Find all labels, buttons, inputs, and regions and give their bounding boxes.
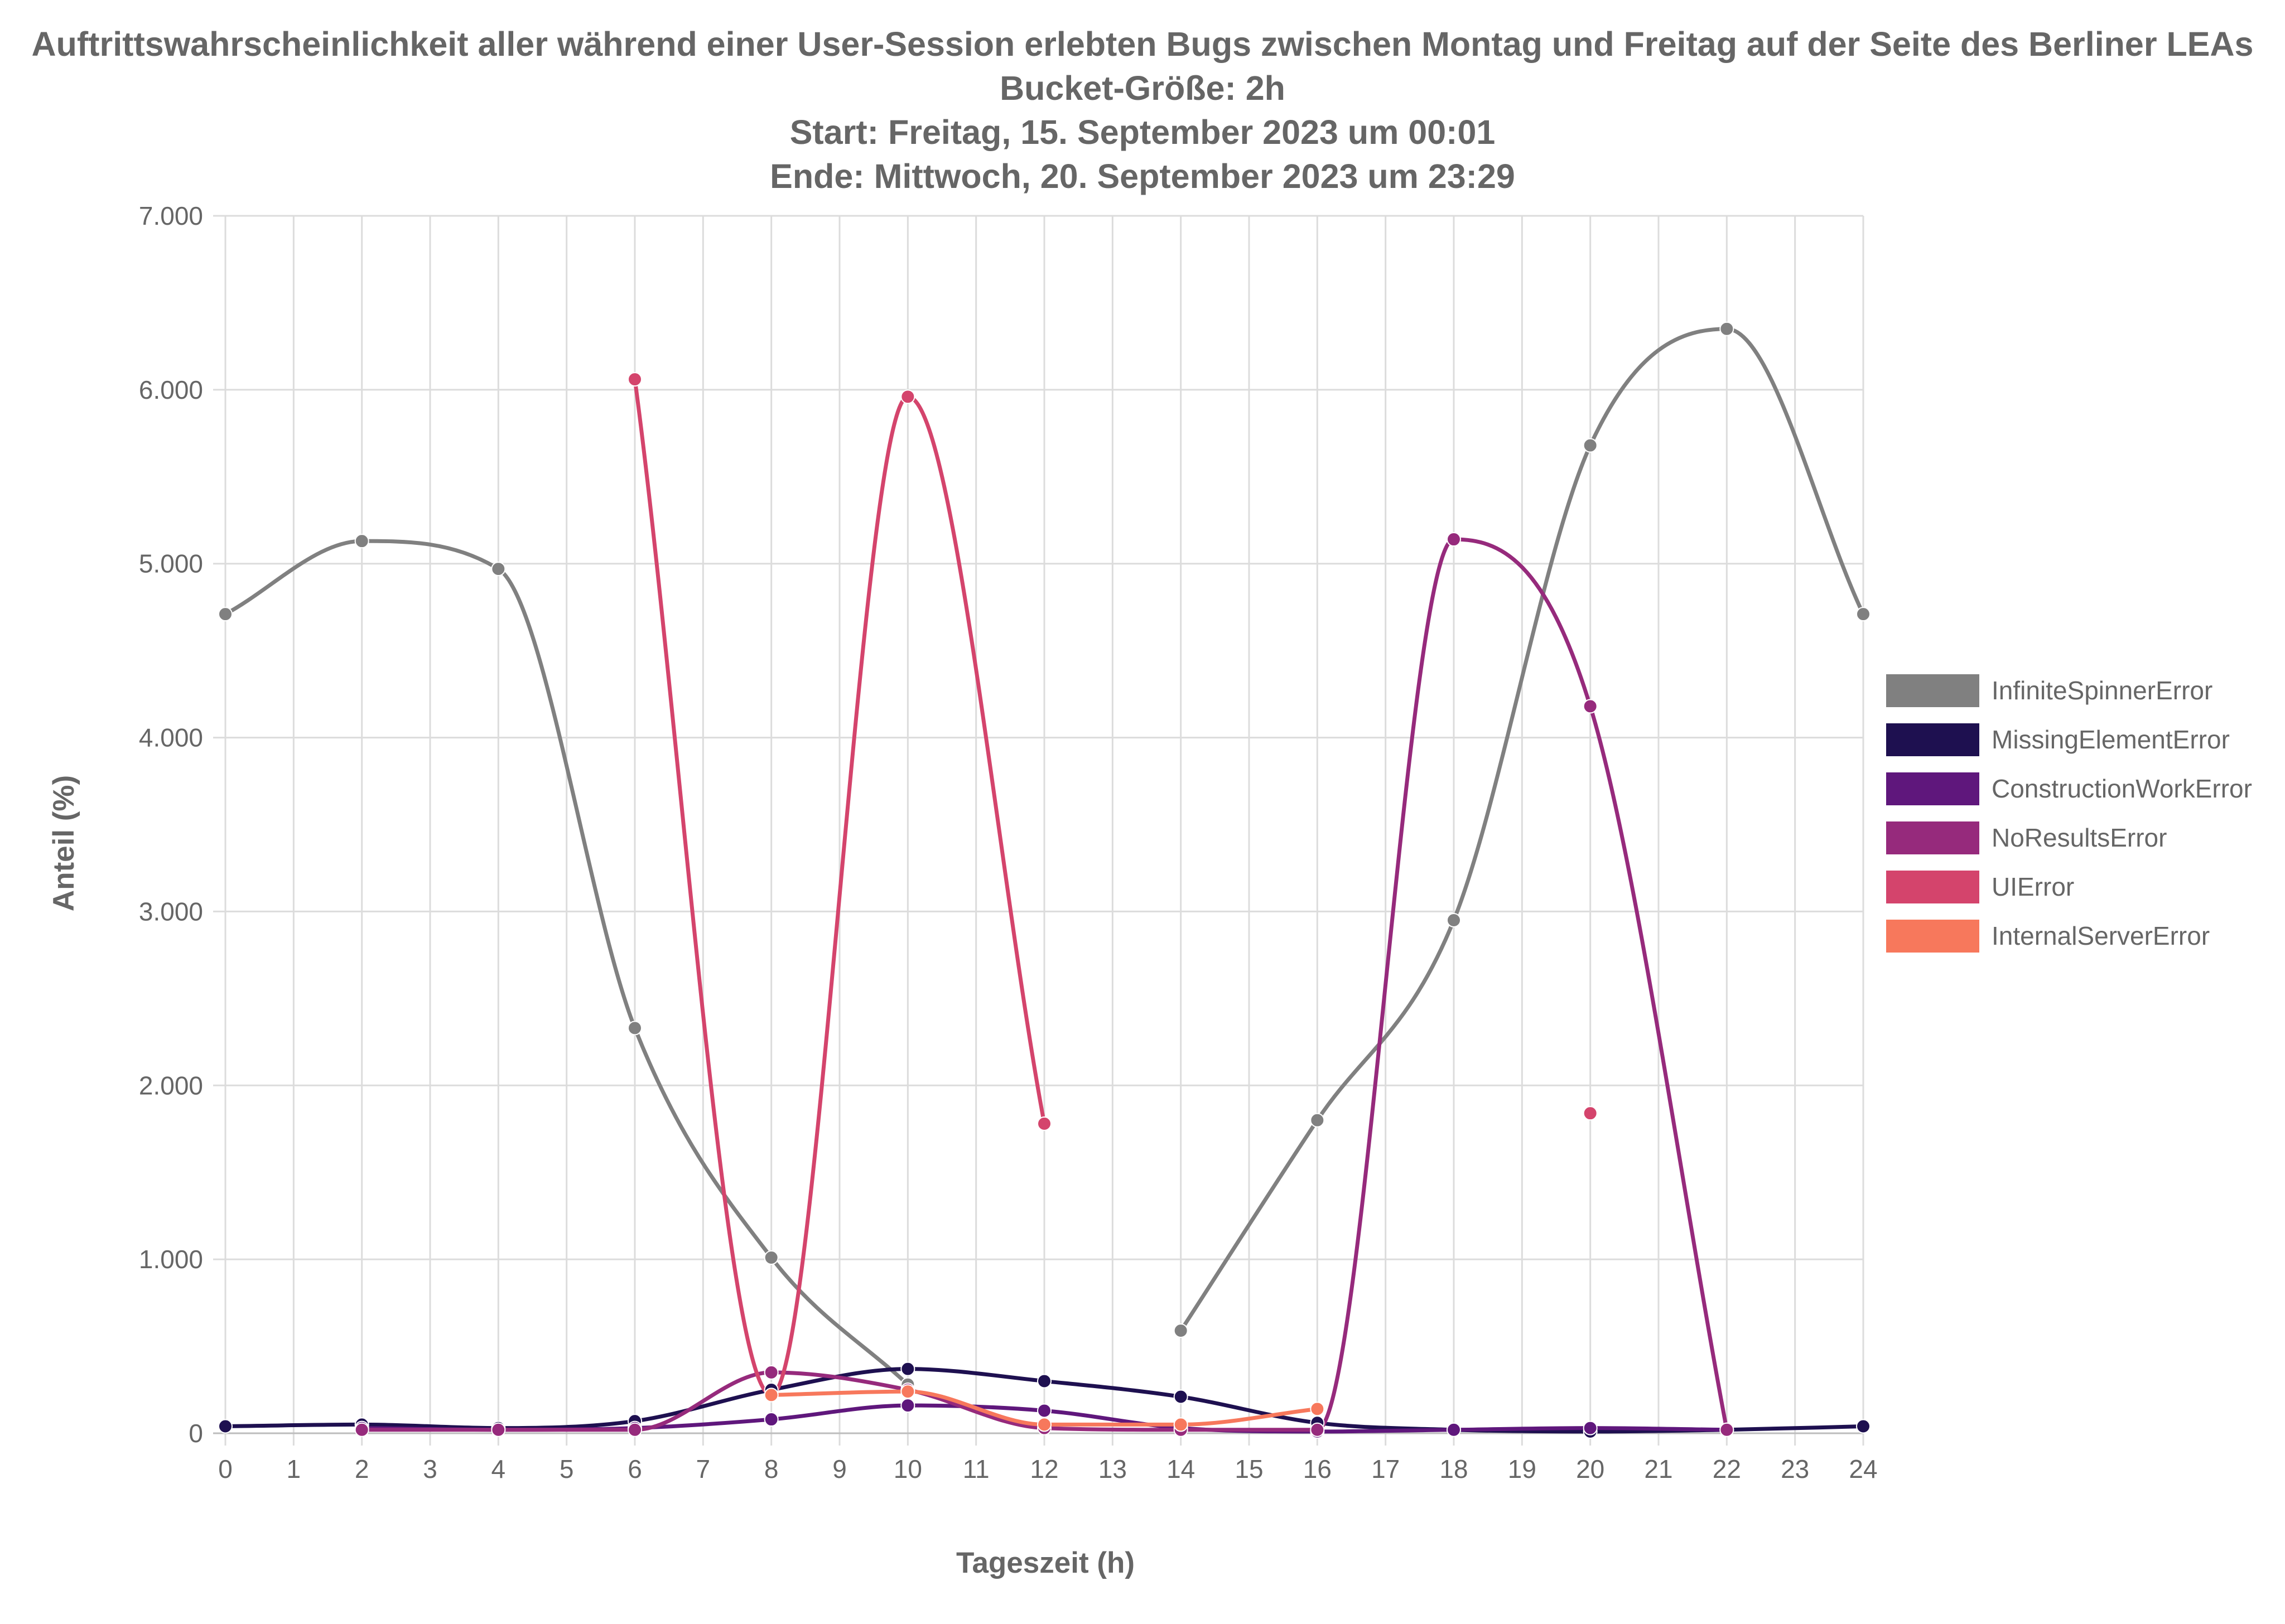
- chart-title-line-3: Start: Freitag, 15. September 2023 um 00…: [789, 113, 1496, 151]
- uierror-point: [900, 389, 915, 404]
- chart-title-line-1: Auftrittswahrscheinlichkeit aller währen…: [31, 25, 2254, 63]
- legend[interactable]: InfiniteSpinnerError MissingElementError C…: [1886, 674, 2252, 953]
- infinite-spinner-error-legend-label[interactable]: InfiniteSpinnerError: [1992, 676, 2212, 705]
- y-axis-title: Anteil (%): [47, 775, 80, 911]
- internal-server-error-legend-swatch[interactable]: [1886, 920, 1979, 953]
- chart-title-line-2: Bucket-Größe: 2h: [1000, 69, 1285, 107]
- y-tick-label: 6.000: [139, 375, 203, 404]
- no-results-error-point: [1719, 1422, 1734, 1437]
- uierror-point: [1037, 1116, 1052, 1131]
- missing-element-error-legend-swatch[interactable]: [1886, 723, 1979, 756]
- x-tick-label: 12: [1030, 1454, 1058, 1483]
- construction-work-error-point: [1037, 1403, 1052, 1418]
- internal-server-error-legend-label[interactable]: InternalServerError: [1992, 921, 2210, 950]
- internal-server-error-point: [1310, 1401, 1325, 1417]
- infinite-spinner-error-point: [491, 562, 506, 577]
- chart-title: Auftrittswahrscheinlichkeit aller währen…: [0, 22, 2285, 199]
- uierror-point: [1583, 1106, 1598, 1121]
- x-tick-label: 1: [287, 1454, 301, 1483]
- x-tick-label: 2: [355, 1454, 369, 1483]
- x-tick-label: 17: [1371, 1454, 1400, 1483]
- no-results-error-point: [764, 1365, 779, 1380]
- no-results-error-point: [491, 1422, 506, 1437]
- x-tick-label: 9: [832, 1454, 847, 1483]
- missing-element-error-point: [900, 1361, 915, 1376]
- internal-server-error-point: [1173, 1417, 1188, 1432]
- no-results-error-point: [354, 1422, 369, 1437]
- x-tick-label: 14: [1166, 1454, 1195, 1483]
- missing-element-error-point: [1856, 1419, 1871, 1434]
- y-tick-label: 1.000: [139, 1245, 203, 1274]
- axis-ticks: 0 1 2 3 4 5 6 7 8 9 10 11 12 13 14 15 16 17 18 19 20 21 22 23 24…: [139, 201, 1878, 1483]
- no-results-error-point: [628, 1422, 642, 1437]
- x-tick-label: 15: [1235, 1454, 1263, 1483]
- x-tick-label: 6: [628, 1454, 642, 1483]
- y-tick-label: 7.000: [139, 201, 203, 230]
- infinite-spinner-error-point: [1310, 1113, 1325, 1128]
- internal-server-error-point: [764, 1388, 779, 1403]
- infinite-spinner-error-point: [1719, 321, 1734, 336]
- x-tick-label: 20: [1576, 1454, 1604, 1483]
- no-results-error-legend-swatch[interactable]: [1886, 821, 1979, 854]
- construction-work-error-point: [764, 1412, 779, 1427]
- uierror-legend-label[interactable]: UIError: [1992, 872, 2074, 901]
- x-tick-label: 21: [1644, 1454, 1672, 1483]
- y-tick-label: 5.000: [139, 549, 203, 578]
- x-tick-label: 5: [560, 1454, 574, 1483]
- internal-server-error-point: [1037, 1417, 1052, 1432]
- x-tick-label: 3: [423, 1454, 437, 1483]
- missing-element-error-point: [1173, 1389, 1188, 1404]
- x-tick-label: 22: [1713, 1454, 1741, 1483]
- x-tick-label: 16: [1303, 1454, 1332, 1483]
- x-tick-label: 24: [1849, 1454, 1877, 1483]
- x-tick-label: 0: [218, 1454, 233, 1483]
- infinite-spinner-error-point: [218, 607, 233, 622]
- construction-work-error-legend-swatch[interactable]: [1886, 772, 1979, 805]
- x-tick-label: 7: [696, 1454, 711, 1483]
- missing-element-error-point: [1037, 1374, 1052, 1389]
- internal-server-error-point: [900, 1384, 915, 1399]
- x-axis-title: Tageszeit (h): [956, 1546, 1135, 1579]
- construction-work-error-point: [900, 1398, 915, 1413]
- infinite-spinner-error-point: [1856, 607, 1871, 622]
- y-tick-label: 4.000: [139, 723, 203, 752]
- uierror-line: [633, 377, 1047, 1397]
- x-tick-label: 11: [963, 1454, 990, 1483]
- x-tick-label: 23: [1781, 1454, 1809, 1483]
- chart-title-line-4: Ende: Mittwoch, 20. September 2023 um 23…: [770, 157, 1515, 195]
- missing-element-error-legend-label[interactable]: MissingElementError: [1992, 725, 2230, 754]
- x-tick-label: 4: [491, 1454, 506, 1483]
- infinite-spinner-error-point: [1447, 913, 1461, 928]
- x-tick-label: 8: [764, 1454, 779, 1483]
- no-results-error-point: [1310, 1422, 1325, 1437]
- construction-work-error-point: [1583, 1420, 1598, 1436]
- construction-work-error-legend-label[interactable]: ConstructionWorkError: [1992, 774, 2252, 803]
- no-results-error-point: [1583, 699, 1598, 714]
- uierror-point: [628, 372, 642, 387]
- infinite-spinner-error-point: [628, 1021, 642, 1036]
- infinite-spinner-error-legend-swatch[interactable]: [1886, 674, 1979, 707]
- no-results-error-point: [1447, 532, 1461, 547]
- x-tick-label: 18: [1439, 1454, 1468, 1483]
- no-results-error-legend-label[interactable]: NoResultsError: [1992, 823, 2167, 852]
- infinite-spinner-error-point: [354, 534, 369, 549]
- y-tick-label: 2.000: [139, 1071, 203, 1100]
- y-tick-label: 0: [189, 1419, 203, 1448]
- x-tick-label: 19: [1508, 1454, 1536, 1483]
- infinite-spinner-error-point: [1583, 438, 1598, 453]
- infinite-spinner-error-point: [1173, 1323, 1188, 1338]
- x-tick-label: 10: [894, 1454, 922, 1483]
- construction-work-error-point: [1447, 1422, 1461, 1437]
- x-tick-label: 13: [1098, 1454, 1127, 1483]
- missing-element-error-point: [218, 1419, 233, 1434]
- infinite-spinner-error-point: [764, 1250, 779, 1265]
- data-points: [218, 321, 1871, 1439]
- y-tick-label: 3.000: [139, 897, 203, 926]
- uierror-legend-swatch[interactable]: [1886, 871, 1979, 903]
- infinite-spinner-error-line: [1179, 327, 1865, 1333]
